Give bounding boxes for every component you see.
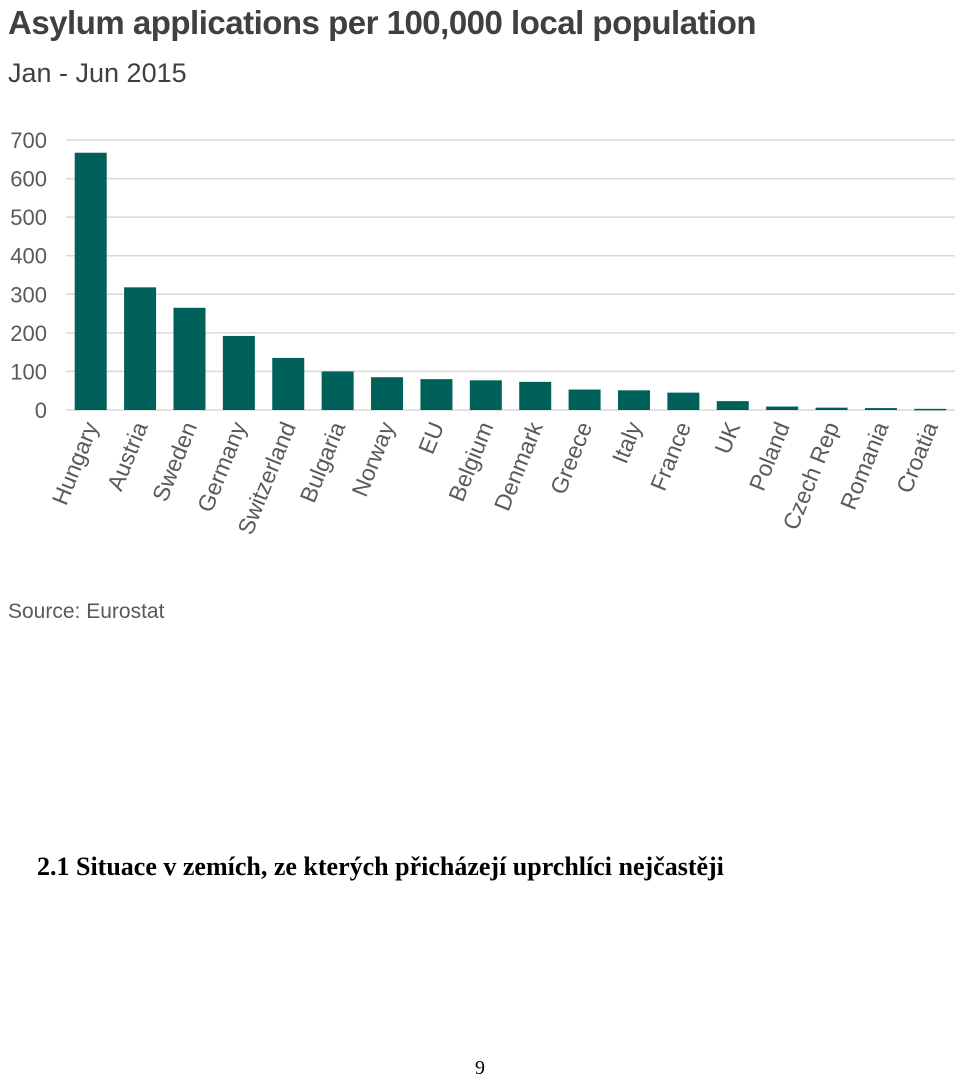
x-tick-label: Austria: [102, 418, 153, 494]
x-tick-label: Belgium: [443, 418, 498, 505]
bar-belgium: [469, 380, 502, 410]
bar-germany: [222, 335, 255, 410]
x-tick-label: Croatia: [891, 418, 943, 497]
gridlines: [66, 139, 955, 411]
bar-hungary: [74, 152, 107, 410]
section-heading: 2.1 Situace v zemích, ze kterých přicház…: [37, 852, 724, 881]
bar-czech-rep: [815, 407, 848, 410]
bar-greece: [568, 389, 601, 410]
bar-eu: [420, 379, 453, 410]
x-tick-label: Hungary: [47, 418, 104, 509]
x-tick-label: UK: [709, 418, 745, 458]
x-tick-label: EU: [413, 418, 449, 457]
chart-subtitle: Jan - Jun 2015: [8, 58, 187, 88]
y-tick-label: 300: [10, 282, 47, 307]
bar-france: [667, 392, 700, 410]
bar-uk: [716, 401, 749, 410]
page-number: 9: [475, 1057, 485, 1079]
x-tick-label: Sweden: [147, 418, 202, 505]
y-tick-label: 500: [10, 205, 47, 230]
x-tick-label: Romania: [835, 418, 894, 513]
y-tick-label: 400: [10, 244, 47, 269]
bar-bulgaria: [321, 371, 354, 410]
y-tick-label: 700: [10, 128, 47, 153]
x-tick-label: Denmark: [489, 418, 548, 515]
y-tick-label: 200: [10, 321, 47, 346]
bar-romania: [864, 408, 897, 410]
bar-austria: [124, 287, 157, 410]
bar-switzerland: [272, 357, 305, 410]
x-axis-labels: HungaryAustriaSwedenGermanySwitzerlandBu…: [47, 418, 943, 539]
x-tick-label: Italy: [607, 418, 647, 467]
bar-chart: 0 100 200 300 400 500 600 700 HungaryAustriaSwe…: [10, 128, 955, 539]
bars: [74, 152, 947, 411]
bar-norway: [371, 377, 404, 410]
x-tick-label: Norway: [346, 418, 399, 500]
x-tick-label: Greece: [545, 418, 597, 498]
y-tick-label: 100: [10, 359, 47, 384]
bar-poland: [766, 406, 799, 410]
source-note: Source: Eurostat: [8, 600, 165, 623]
bar-croatia: [914, 408, 947, 411]
x-tick-label: Bulgaria: [295, 418, 351, 506]
y-tick-label: 0: [35, 398, 47, 423]
y-tick-label: 600: [10, 167, 47, 192]
bar-denmark: [519, 381, 552, 410]
chart-title: Asylum applications per 100,000 local po…: [8, 4, 757, 41]
bar-italy: [617, 390, 650, 410]
x-tick-label: France: [645, 418, 696, 494]
y-axis-ticks: 0 100 200 300 400 500 600 700: [10, 128, 47, 423]
bar-sweden: [173, 307, 206, 410]
x-tick-label: Poland: [744, 418, 795, 494]
